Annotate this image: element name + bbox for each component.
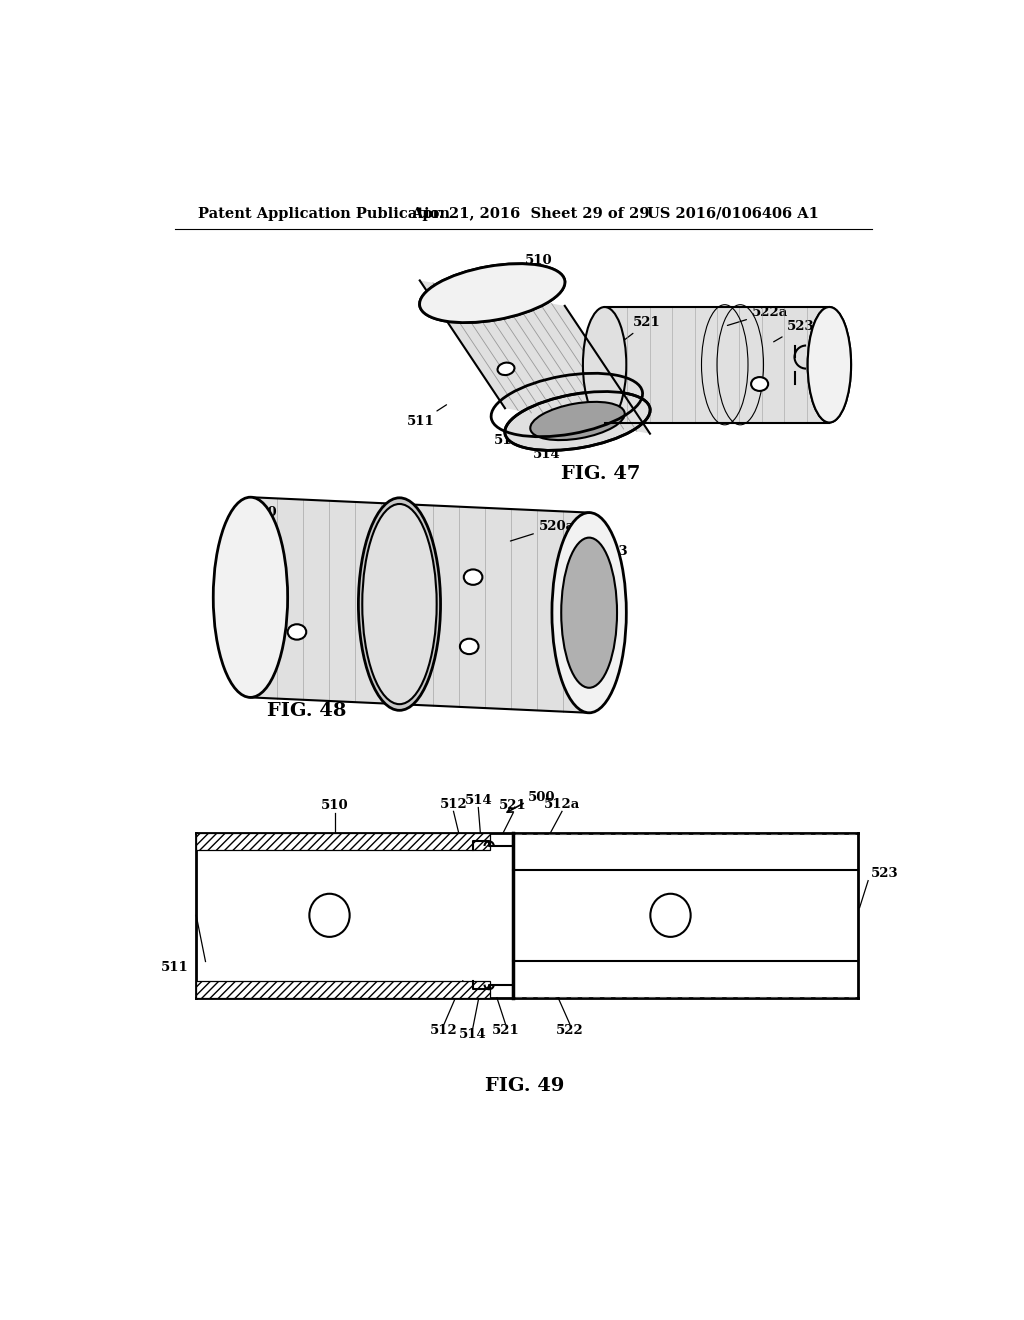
Ellipse shape [464, 569, 482, 585]
Ellipse shape [420, 264, 565, 322]
Ellipse shape [358, 498, 440, 710]
Text: 520b: 520b [232, 652, 281, 673]
Text: US 2016/0106406 A1: US 2016/0106406 A1 [647, 207, 819, 220]
Text: 523: 523 [588, 545, 629, 569]
Text: 522: 522 [556, 1024, 584, 1038]
Text: FIG. 48: FIG. 48 [266, 702, 346, 721]
Ellipse shape [552, 512, 627, 713]
Ellipse shape [751, 378, 768, 391]
Text: FIG. 49: FIG. 49 [485, 1077, 564, 1096]
Text: Patent Application Publication: Patent Application Publication [198, 207, 450, 220]
Text: 514: 514 [465, 795, 493, 807]
Ellipse shape [530, 401, 625, 440]
Ellipse shape [288, 624, 306, 640]
Text: 511: 511 [407, 405, 446, 428]
Text: 523: 523 [393, 681, 421, 694]
Text: 521: 521 [623, 315, 662, 342]
Text: 512: 512 [494, 428, 521, 446]
Text: 523: 523 [774, 319, 814, 342]
Text: 521: 521 [500, 800, 527, 813]
Ellipse shape [213, 498, 288, 697]
Ellipse shape [498, 363, 514, 375]
Text: 510: 510 [501, 253, 553, 279]
Text: 522a: 522a [727, 306, 788, 326]
Bar [197, 981, 489, 998]
Ellipse shape [460, 639, 478, 655]
Ellipse shape [808, 308, 851, 422]
Ellipse shape [505, 392, 650, 450]
Ellipse shape [561, 537, 617, 688]
Polygon shape [420, 280, 650, 434]
Text: 511: 511 [161, 961, 188, 974]
Bar [197, 833, 489, 850]
Ellipse shape [583, 308, 627, 422]
Text: 500: 500 [528, 791, 555, 804]
Text: 523: 523 [870, 867, 898, 880]
Text: 510: 510 [250, 506, 278, 533]
Text: 521: 521 [492, 1024, 519, 1038]
Text: FIG. 47: FIG. 47 [561, 465, 640, 483]
Ellipse shape [362, 504, 436, 704]
Text: 512: 512 [430, 1024, 458, 1038]
Text: 520a: 520a [510, 520, 574, 541]
Text: 512a: 512a [544, 797, 581, 810]
Text: 512: 512 [439, 797, 467, 810]
Text: 514: 514 [459, 1028, 486, 1041]
Polygon shape [251, 498, 589, 713]
Text: 510: 510 [322, 800, 349, 813]
Text: Apr. 21, 2016  Sheet 29 of 29: Apr. 21, 2016 Sheet 29 of 29 [411, 207, 649, 220]
Ellipse shape [808, 308, 851, 422]
Bar [604, 308, 829, 422]
Ellipse shape [420, 264, 565, 322]
Text: 514: 514 [532, 445, 560, 462]
